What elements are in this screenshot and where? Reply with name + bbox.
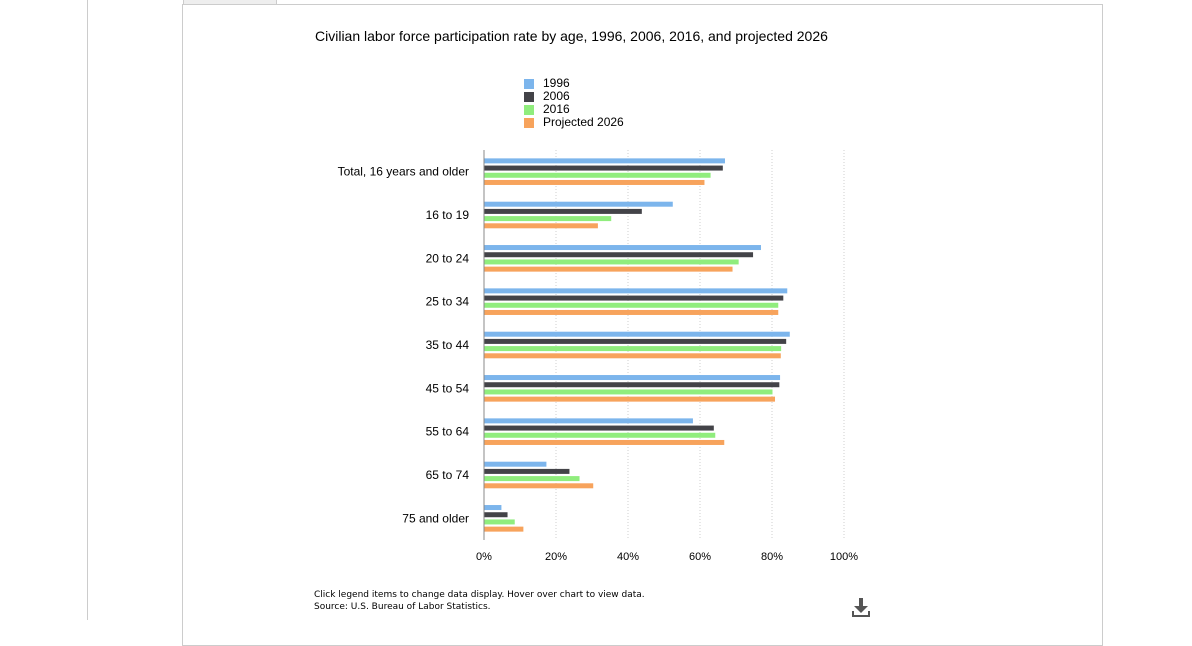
bar[interactable]: [484, 295, 784, 301]
bar[interactable]: [484, 396, 776, 402]
bar[interactable]: [484, 179, 705, 185]
legend-item-2006[interactable]: 2006: [524, 90, 624, 103]
category-label: 20 to 24: [426, 251, 470, 265]
chart-panel: [182, 4, 1103, 646]
page-border-left: [87, 0, 88, 620]
category-label: 75 and older: [402, 511, 469, 525]
category-label: 65 to 74: [426, 468, 470, 482]
legend-label: 2006: [543, 89, 570, 103]
bar[interactable]: [484, 331, 790, 337]
legend-item-2016[interactable]: 2016: [524, 103, 624, 116]
x-tick-label: 100%: [830, 551, 858, 563]
bar[interactable]: [484, 512, 508, 518]
legend-swatch: [524, 91, 534, 102]
category-label: Total, 16 years and older: [338, 165, 469, 179]
chart-plot[interactable]: 0% 20% 40% 60% 80% 100% Total, 16 years and ol…: [0, 0, 1192, 620]
bar[interactable]: [484, 439, 725, 445]
bar[interactable]: [484, 216, 612, 222]
bar[interactable]: [484, 165, 723, 171]
legend-label: Projected 2026: [543, 115, 624, 129]
bar[interactable]: [484, 476, 580, 482]
x-tick-label: 60%: [689, 551, 711, 563]
bar[interactable]: [484, 288, 788, 294]
legend-label: 1996: [543, 76, 570, 90]
category-label: 55 to 64: [426, 425, 470, 439]
x-tick-label: 20%: [545, 551, 567, 563]
bar[interactable]: [484, 346, 782, 352]
legend-swatch: [524, 104, 534, 115]
bar[interactable]: [484, 201, 673, 207]
bar[interactable]: [484, 519, 515, 525]
legend-swatch: [524, 78, 534, 89]
bar[interactable]: [484, 338, 787, 344]
bar[interactable]: [484, 259, 739, 265]
legend-item-projected-2026[interactable]: Projected 2026: [524, 116, 624, 129]
category-label: 45 to 54: [426, 381, 470, 395]
bar[interactable]: [484, 483, 594, 489]
bar[interactable]: [484, 309, 779, 315]
bar[interactable]: [484, 425, 714, 431]
bar[interactable]: [484, 353, 781, 359]
legend-label: 2016: [543, 102, 570, 116]
legend-swatch: [524, 117, 534, 128]
bar[interactable]: [484, 526, 524, 532]
bar[interactable]: [484, 302, 779, 308]
bar[interactable]: [484, 223, 598, 229]
chart-legend: 1996 2006 2016 Projected 2026: [524, 77, 624, 129]
bar[interactable]: [484, 461, 547, 467]
bar[interactable]: [484, 418, 693, 424]
chart-footnote: Click legend items to change data displa…: [314, 589, 645, 613]
x-tick-label: 0%: [476, 551, 492, 563]
bar[interactable]: [484, 172, 711, 178]
footnote-instructions: Click legend items to change data displa…: [314, 590, 645, 600]
category-label: 16 to 19: [426, 208, 470, 222]
bar[interactable]: [484, 432, 716, 438]
bar[interactable]: [484, 208, 642, 214]
x-tick-label: 40%: [617, 551, 639, 563]
category-label: 25 to 34: [426, 295, 470, 309]
legend-item-1996[interactable]: 1996: [524, 77, 624, 90]
chart-title: Civilian labor force participation rate …: [315, 28, 828, 44]
bar[interactable]: [484, 245, 761, 251]
footnote-source: Source: U.S. Bureau of Labor Statistics.: [314, 602, 491, 612]
bar[interactable]: [484, 505, 502, 511]
bar[interactable]: [484, 468, 570, 474]
download-icon: [852, 598, 870, 617]
download-button[interactable]: [850, 596, 872, 618]
bar[interactable]: [484, 158, 725, 164]
bar[interactable]: [484, 266, 733, 272]
bar[interactable]: [484, 252, 754, 258]
bar[interactable]: [484, 389, 773, 395]
bar[interactable]: [484, 375, 781, 381]
x-tick-label: 80%: [761, 551, 783, 563]
bar[interactable]: [484, 382, 780, 388]
category-label: 35 to 44: [426, 338, 470, 352]
